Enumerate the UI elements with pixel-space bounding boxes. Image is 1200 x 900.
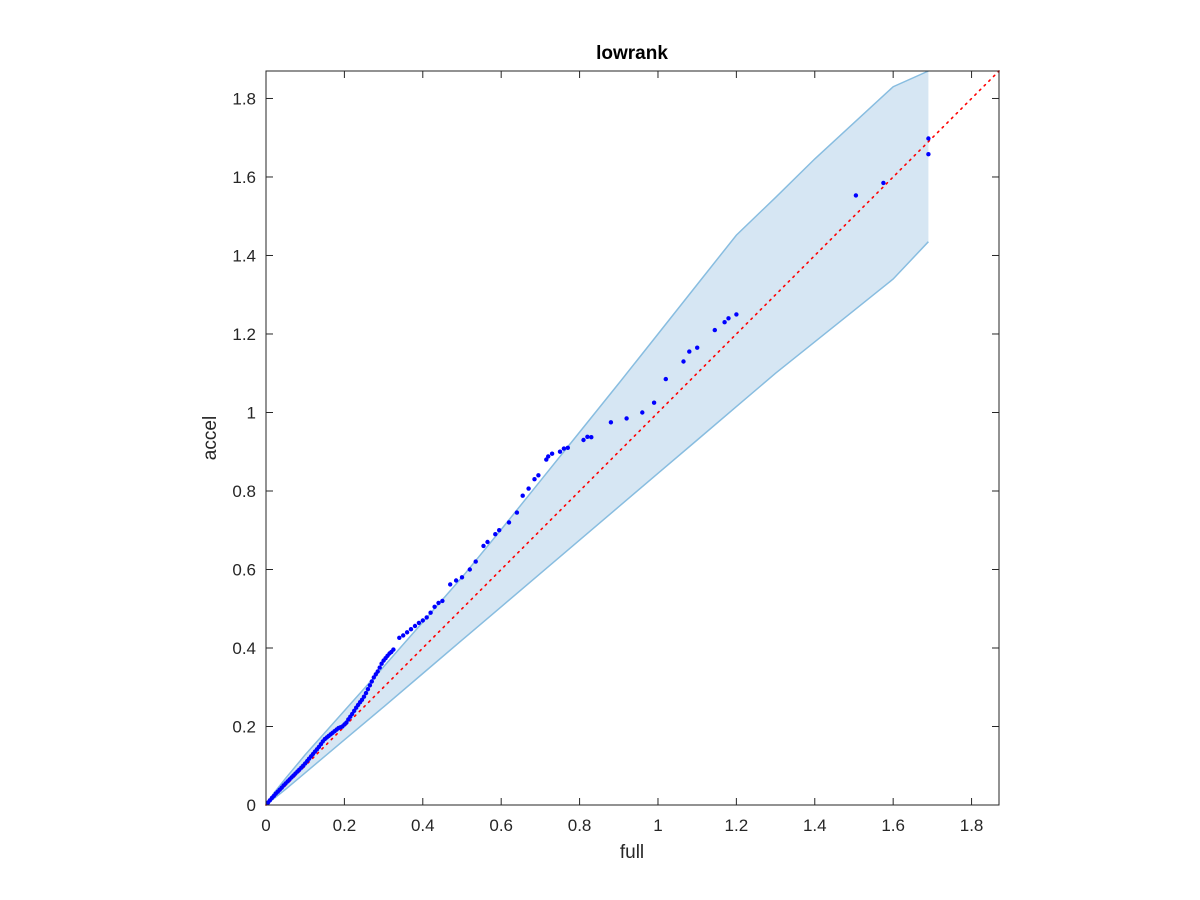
data-point [651, 400, 657, 405]
y-tick-label: 1 [247, 403, 256, 422]
data-point [367, 683, 373, 688]
data-point [695, 345, 700, 350]
data-point [448, 582, 453, 587]
data-point [546, 454, 551, 459]
data-point [453, 578, 459, 583]
data-point [473, 559, 478, 564]
data-point [581, 437, 586, 443]
data-point [853, 193, 859, 198]
data-point [589, 435, 594, 440]
data-point [926, 152, 931, 157]
confidence-band-lower-edge [265, 241, 929, 806]
data-point [481, 543, 486, 549]
data-point [881, 180, 886, 186]
data-point [722, 320, 727, 325]
x-tick-label: 1.6 [881, 816, 905, 835]
data-point [391, 647, 396, 652]
confidence-band-fill [266, 71, 929, 805]
data-point [565, 445, 570, 450]
data-point [624, 416, 629, 421]
y-tick-label: 1.6 [232, 168, 256, 187]
data-point [424, 615, 429, 620]
data-point [497, 528, 502, 533]
data-point [532, 477, 537, 482]
data-point [734, 312, 739, 317]
data-point [506, 520, 512, 525]
data-point [726, 316, 731, 321]
data-point [549, 451, 555, 456]
y-tick-label: 0.8 [232, 482, 256, 501]
plot-area [265, 70, 1000, 806]
data-point [436, 600, 441, 606]
x-tick-label: 0.4 [411, 816, 435, 835]
y-tick-label: 0.6 [232, 560, 256, 579]
x-tick-label: 0.8 [568, 816, 592, 835]
data-point [428, 610, 433, 615]
y-tick-label: 1.4 [232, 246, 256, 265]
data-point [585, 434, 590, 439]
data-point [640, 410, 645, 415]
confidence-band-upper-edge [265, 70, 929, 806]
data-point [712, 327, 717, 333]
data-point [561, 446, 567, 451]
x-tick-label: 0.2 [333, 816, 357, 835]
data-point [363, 690, 369, 696]
data-point [412, 623, 418, 629]
data-point [361, 694, 367, 699]
data-point [926, 136, 931, 141]
data-point [440, 598, 445, 604]
data-point [420, 618, 425, 623]
data-point [344, 720, 349, 725]
data-point [687, 349, 692, 354]
x-tick-label: 1.4 [803, 816, 827, 835]
y-tick-label: 0.4 [232, 639, 256, 658]
y-tick-label: 1.2 [232, 325, 256, 344]
data-point [493, 532, 498, 537]
reference-line [265, 70, 1000, 806]
x-tick-label: 1.8 [960, 816, 984, 835]
x-tick-label: 1 [653, 816, 662, 835]
data-point [365, 687, 371, 692]
data-point [397, 635, 402, 640]
data-point [377, 665, 382, 670]
x-tick-label: 1.2 [725, 816, 749, 835]
data-point [404, 630, 410, 635]
axes-box [265, 70, 1000, 806]
data-point [514, 510, 520, 515]
data-point [663, 376, 668, 382]
data-point [375, 669, 380, 674]
data-point [369, 679, 374, 684]
y-tick-label: 1.8 [232, 89, 256, 108]
x-axis-label: full [620, 842, 644, 863]
axis-ticks: 0 0.2 0.4 0.6 0.8 1 1.2 1.4 1.6 1.8 0 0.2 0.4 0.6 0.8 1… [232, 71, 999, 835]
data-point [401, 633, 406, 638]
data-point [608, 420, 614, 425]
data-point [485, 539, 490, 545]
data-point [681, 359, 686, 364]
x-tick-label: 0 [261, 816, 270, 835]
y-axis-label: accel [200, 416, 221, 460]
data-point [544, 457, 549, 462]
y-tick-label: 0 [247, 796, 256, 815]
data-point [416, 620, 422, 626]
data-point [408, 627, 414, 632]
data-point [459, 575, 465, 580]
data-point [432, 604, 437, 609]
data-point [536, 473, 541, 478]
data-point [520, 493, 525, 498]
data-point [557, 449, 563, 454]
data-point [526, 486, 531, 491]
x-tick-label: 0.6 [489, 816, 513, 835]
chart-title: lowrank [596, 43, 668, 64]
y-tick-label: 0.2 [232, 717, 256, 736]
data-point [467, 567, 472, 572]
